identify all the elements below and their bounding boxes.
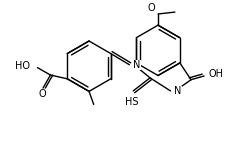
- Text: O: O: [38, 89, 46, 99]
- Text: OH: OH: [209, 69, 224, 79]
- Text: HO: HO: [15, 61, 30, 71]
- Text: N: N: [133, 60, 141, 70]
- Text: N: N: [174, 86, 182, 96]
- Text: HS: HS: [125, 97, 138, 107]
- Text: O: O: [148, 3, 155, 13]
